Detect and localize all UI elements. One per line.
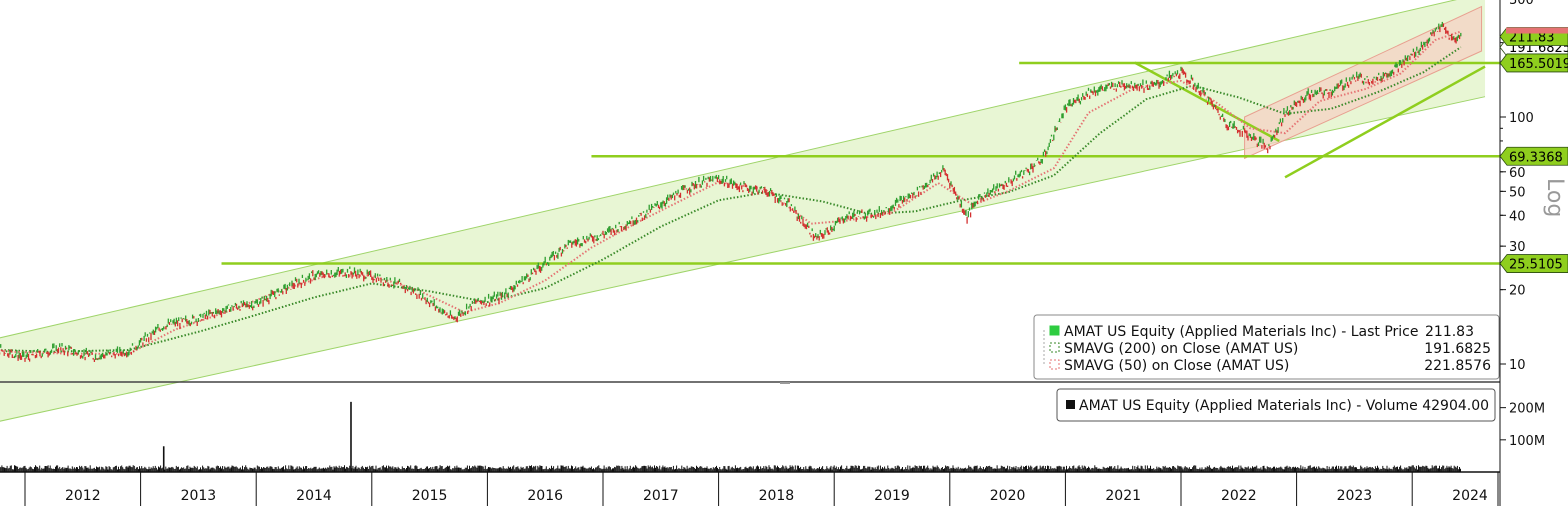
price-series: [0, 21, 1462, 362]
tag-level-25.5105-text: 25.5105: [1509, 258, 1563, 273]
legend-swatch: [1049, 359, 1060, 370]
legend-entry-value: 221.8576: [1424, 358, 1491, 374]
price-bars: [0, 21, 1462, 362]
price-tick-label: 300: [1509, 0, 1534, 8]
legend-swatch: [1049, 342, 1060, 353]
year-label: 2019: [874, 488, 910, 504]
legend-entry-text: SMAVG (50) on Close (AMAT US): [1064, 358, 1289, 374]
legend-swatch: [1049, 325, 1060, 336]
price-tick-label: 40: [1509, 209, 1526, 224]
sma-50-line: [0, 30, 1462, 355]
year-label: 2024: [1452, 488, 1488, 504]
year-label: 2022: [1221, 488, 1257, 504]
legend-entry-value: 191.6825: [1424, 341, 1491, 357]
tag-level-165.5019-bg: [1499, 53, 1568, 73]
outer-channel-fill: [0, 0, 1486, 422]
scale-label: Log: [1542, 178, 1567, 217]
volume-legend-text: AMAT US Equity (Applied Materials Inc) -…: [1079, 398, 1489, 414]
price-legend: AMAT US Equity (Applied Materials Inc) -…: [1033, 314, 1500, 380]
tag-level-69.3368: 69.3368: [1499, 146, 1568, 166]
tag-sma50-stub: [1506, 27, 1568, 34]
year-label: 2020: [990, 488, 1026, 504]
price-tick-label: 10: [1509, 358, 1526, 373]
volume-legend: AMAT US Equity (Applied Materials Inc) -…: [1056, 388, 1496, 422]
legend-entry-text: SMAVG (200) on Close (AMAT US): [1064, 341, 1298, 357]
volume-legend-swatch: [1066, 400, 1075, 409]
year-label: 2018: [759, 488, 795, 504]
tag-level-25.5105: 25.5105: [1499, 254, 1568, 273]
tag-level-25.5105-bg: [1499, 254, 1568, 273]
channel-upper-line: [0, 0, 1457, 339]
price-tick-label: 30: [1509, 240, 1526, 255]
price-tick-label: 60: [1509, 166, 1526, 181]
tag-last-price-text: 211.83: [1509, 30, 1555, 45]
volume-tick-label: 200M: [1509, 402, 1545, 417]
price-tick-label: 50: [1509, 185, 1526, 200]
legend-entry-text: AMAT US Equity (Applied Materials Inc) -…: [1064, 324, 1419, 340]
year-label: 2023: [1337, 488, 1373, 504]
year-label: 2021: [1105, 488, 1141, 504]
sma-200-line: [0, 46, 1462, 353]
volume-legend-box: [1056, 388, 1496, 422]
year-label: 2017: [643, 488, 679, 504]
price-legend-box: [1033, 314, 1500, 380]
year-label: 2012: [65, 488, 101, 504]
tag-level-165.5019: 165.5019: [1499, 53, 1568, 73]
year-label: 2015: [412, 488, 448, 504]
legends: AMAT US Equity (Applied Materials Inc) -…: [1033, 314, 1500, 422]
uptrend-support-line: [1284, 65, 1486, 179]
year-label: 2013: [181, 488, 217, 504]
price-tick-label: 100: [1509, 111, 1534, 126]
downtrend-line: [1134, 61, 1280, 143]
year-label: 2014: [296, 488, 332, 504]
tag-level-69.3368-text: 69.3368: [1509, 150, 1563, 165]
volume-tick-label: 100M: [1509, 434, 1545, 449]
tag-level-69.3368-bg: [1499, 146, 1568, 166]
tag-level-165.5019-text: 165.5019: [1509, 57, 1568, 72]
year-label: 2016: [527, 488, 563, 504]
channel-lower-line: [0, 96, 1486, 422]
price-tick-label: 20: [1509, 284, 1526, 299]
legend-entry-value: 211.83: [1425, 324, 1474, 340]
